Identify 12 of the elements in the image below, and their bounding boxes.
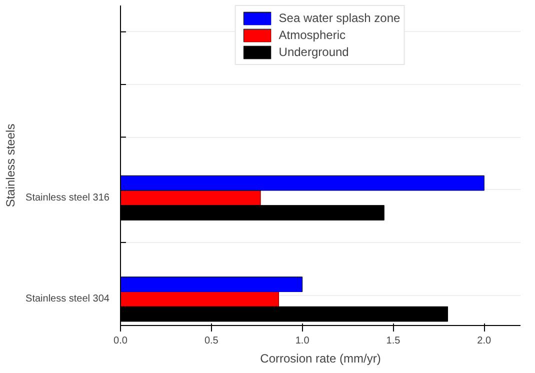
y-tick-label: Stainless steel 304 xyxy=(26,294,110,305)
x-tick-label: 1.0 xyxy=(295,336,310,346)
legend-label: Underground xyxy=(278,45,349,59)
x-tick-label: 1.5 xyxy=(386,336,401,346)
x-tick-label: 0.5 xyxy=(204,336,219,346)
legend-label: Atmospheric xyxy=(278,28,346,42)
x-tick-label: 0.0 xyxy=(114,336,128,346)
legend-label: Sea water splash zone xyxy=(278,11,400,25)
y-tick-label: Stainless steel 316 xyxy=(26,192,110,204)
y-axis-title: Stainless steels xyxy=(4,124,18,208)
x-tick-label: 2.0 xyxy=(477,336,492,346)
x-axis-title: Corrosion rate (mm/yr) xyxy=(260,352,381,366)
